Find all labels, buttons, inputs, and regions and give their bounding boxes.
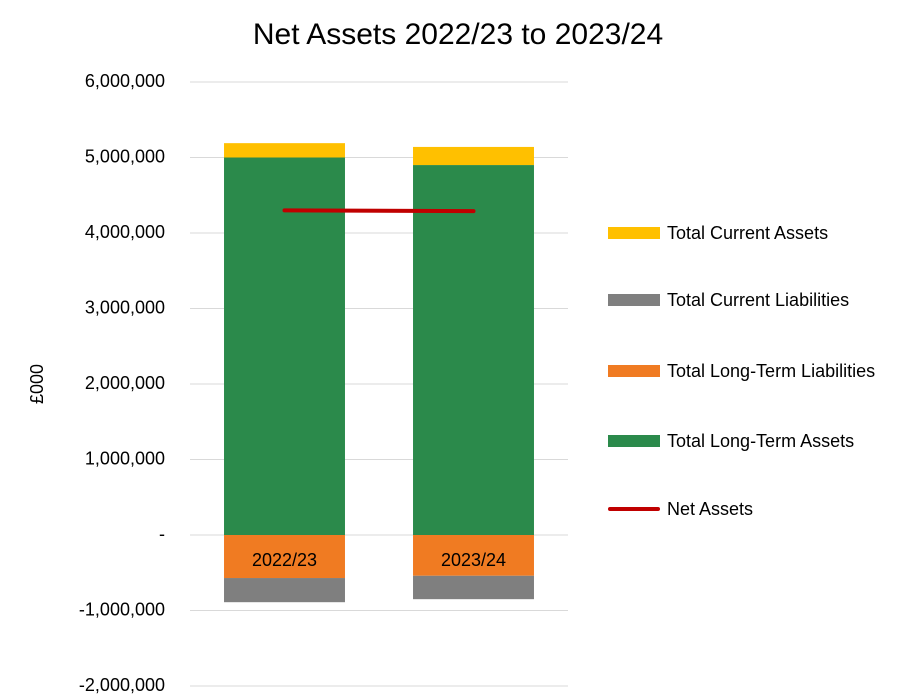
bar-segment: [413, 165, 534, 536]
chart-title: Net Assets 2022/23 to 2023/24: [253, 18, 663, 51]
bar-segment: [224, 535, 345, 579]
y-tick-label: 3,000,000: [85, 297, 165, 317]
x-tick-label: 2022/23: [252, 550, 317, 570]
bar-segment: [224, 578, 345, 603]
bar-segment: [224, 157, 345, 535]
legend-swatch: [608, 365, 660, 377]
legend-label: Total Current Liabilities: [667, 290, 850, 310]
legend-label: Total Long-Term Liabilities: [667, 361, 876, 381]
legend-swatch: [608, 227, 660, 239]
bar-segment: [224, 143, 345, 158]
y-axis-label: £000: [27, 364, 47, 404]
y-tick-label: 4,000,000: [85, 222, 165, 242]
net-assets-line: [282, 208, 476, 214]
legend-swatch: [608, 507, 660, 511]
legend-label: Total Current Assets: [667, 223, 829, 243]
y-tick-label: 2,000,000: [85, 373, 165, 393]
y-tick-label: -: [159, 524, 165, 544]
legend-swatch: [608, 435, 660, 447]
bar-segment: [413, 575, 534, 600]
bar-segment: [413, 146, 534, 166]
legend-swatch: [608, 294, 660, 306]
y-tick-label: 6,000,000: [85, 71, 165, 91]
y-tick-label: -1,000,000: [79, 599, 165, 619]
y-tick-label: 5,000,000: [85, 146, 165, 166]
x-tick-label: 2023/24: [441, 550, 506, 570]
legend-label: Net Assets: [667, 499, 754, 519]
legend-label: Total Long-Term Assets: [667, 431, 855, 451]
y-tick-label: 1,000,000: [85, 448, 165, 468]
bar-segment: [413, 535, 534, 576]
y-tick-label: -2,000,000: [79, 675, 165, 695]
